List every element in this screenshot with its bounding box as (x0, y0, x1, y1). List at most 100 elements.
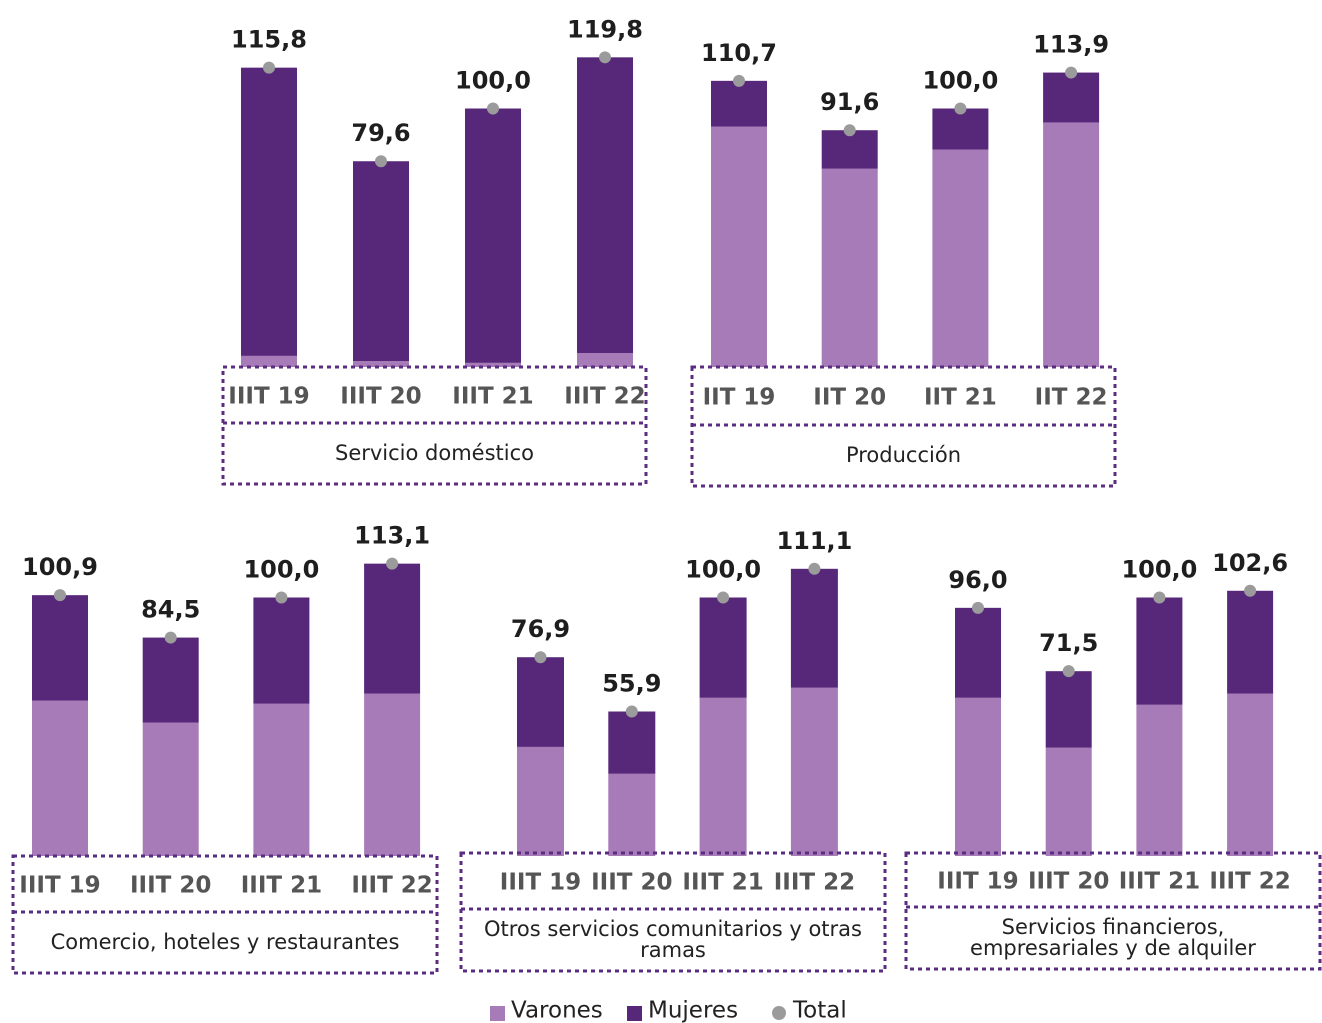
total-dot (534, 651, 547, 664)
total-label: 110,7 (701, 39, 777, 67)
total-label: 55,9 (602, 669, 661, 697)
total-dot (1244, 584, 1257, 597)
x-tick-label: IIIT 19 (19, 873, 100, 899)
bar-segment (517, 746, 564, 856)
total-dot (733, 74, 745, 87)
panel-title: Comercio, hoteles y restaurantes (50, 930, 400, 954)
x-tick-label: IIIT 21 (1119, 869, 1200, 895)
bar-segment (517, 657, 564, 747)
total-label: 100,0 (455, 67, 531, 95)
x-tick-label: IIT 20 (813, 385, 886, 411)
panel-box (11, 854, 439, 975)
total-dot (717, 591, 730, 604)
bar-segment (353, 161, 409, 362)
legend-label: Varones (511, 998, 603, 1023)
panel-title: Producción (845, 443, 962, 467)
total-label: 79,6 (351, 119, 410, 147)
legend-swatch (490, 1006, 505, 1021)
total-dot (487, 102, 499, 115)
bar-segment (932, 149, 989, 367)
bar-segment (955, 607, 1001, 698)
total-label: 71,5 (1039, 629, 1098, 657)
bar-segment (699, 597, 747, 698)
bar-segment (241, 67, 297, 356)
total-label: 91,6 (820, 88, 879, 116)
bar-segment (821, 130, 878, 169)
bar-segment (32, 595, 88, 701)
x-tick-label: IIIT 20 (130, 873, 211, 899)
x-tick-label: IIIT 20 (340, 384, 421, 410)
bar-segment (608, 711, 656, 774)
x-tick-label: IIIT 19 (228, 384, 309, 410)
panel-box (459, 851, 887, 973)
total-label: 113,1 (354, 522, 430, 550)
total-dot (954, 102, 967, 115)
total-dot (1062, 665, 1075, 678)
bar-segment (955, 697, 1001, 856)
total-dot (843, 124, 856, 137)
bar-segment (1136, 704, 1183, 856)
bar-segment (364, 693, 421, 856)
bar-segment (577, 57, 633, 354)
total-label: 102,6 (1212, 549, 1288, 577)
bar-segment (711, 126, 767, 367)
x-tick-label: IIT 21 (924, 385, 997, 411)
panel-title: Otros servicios comunitarios y otras ram… (484, 917, 862, 962)
total-dot (808, 562, 821, 575)
bar-segment (577, 353, 633, 367)
total-label: 100,0 (922, 67, 998, 95)
bar-segment (1043, 72, 1100, 123)
total-label: 96,0 (948, 566, 1007, 594)
x-tick-label: IIIT 19 (937, 869, 1018, 895)
x-tick-label: IIIT 21 (241, 873, 322, 899)
total-label: 119,8 (567, 15, 643, 43)
bar-segment (790, 687, 838, 856)
panel-box (221, 365, 648, 486)
bar-segment (821, 168, 878, 367)
total-label: 76,9 (511, 615, 570, 643)
total-label: 100,0 (685, 556, 761, 584)
total-label: 100,0 (1121, 556, 1197, 584)
x-tick-label: IIT 22 (1035, 385, 1108, 411)
panel-box (904, 851, 1322, 971)
x-tick-label: IIIT 22 (1209, 869, 1290, 895)
total-dot (375, 155, 387, 168)
x-tick-label: IIIT 19 (500, 870, 581, 896)
total-dot (599, 51, 611, 64)
bar-segment (353, 361, 409, 367)
x-tick-label: IIIT 22 (351, 873, 432, 899)
bar-segment (465, 108, 521, 363)
x-tick-label: IIIT 21 (682, 870, 763, 896)
total-dot (972, 601, 984, 614)
total-label: 100,9 (22, 553, 98, 581)
bar-segment (142, 637, 199, 723)
total-label: 115,8 (231, 26, 307, 54)
bar-segment (1227, 693, 1274, 856)
bar-segment (1045, 671, 1092, 748)
total-dot (1153, 591, 1166, 604)
bar-segment (932, 108, 989, 150)
total-dot (625, 705, 638, 718)
bar-segment (253, 597, 310, 704)
legend-dot (772, 1006, 786, 1020)
legend-label: Total (792, 998, 847, 1023)
total-label: 100,0 (243, 556, 319, 584)
bar-segment (1045, 747, 1092, 856)
total-dot (386, 557, 399, 570)
total-label: 111,1 (776, 527, 852, 555)
bar-segment (465, 362, 521, 367)
x-tick-label: IIT 19 (703, 385, 776, 411)
panel-title: Servicios financieros, empresariales y d… (970, 915, 1256, 960)
bar-segment (1136, 597, 1183, 705)
total-dot (263, 61, 275, 74)
bar-segment (364, 563, 421, 694)
bar-segment (711, 80, 767, 127)
bar-segment (1227, 590, 1274, 694)
legend-label: Mujeres (648, 998, 738, 1023)
total-dot (54, 589, 66, 602)
bar-segment (32, 700, 88, 856)
total-dot (1065, 66, 1078, 79)
bar-segment (142, 722, 199, 856)
